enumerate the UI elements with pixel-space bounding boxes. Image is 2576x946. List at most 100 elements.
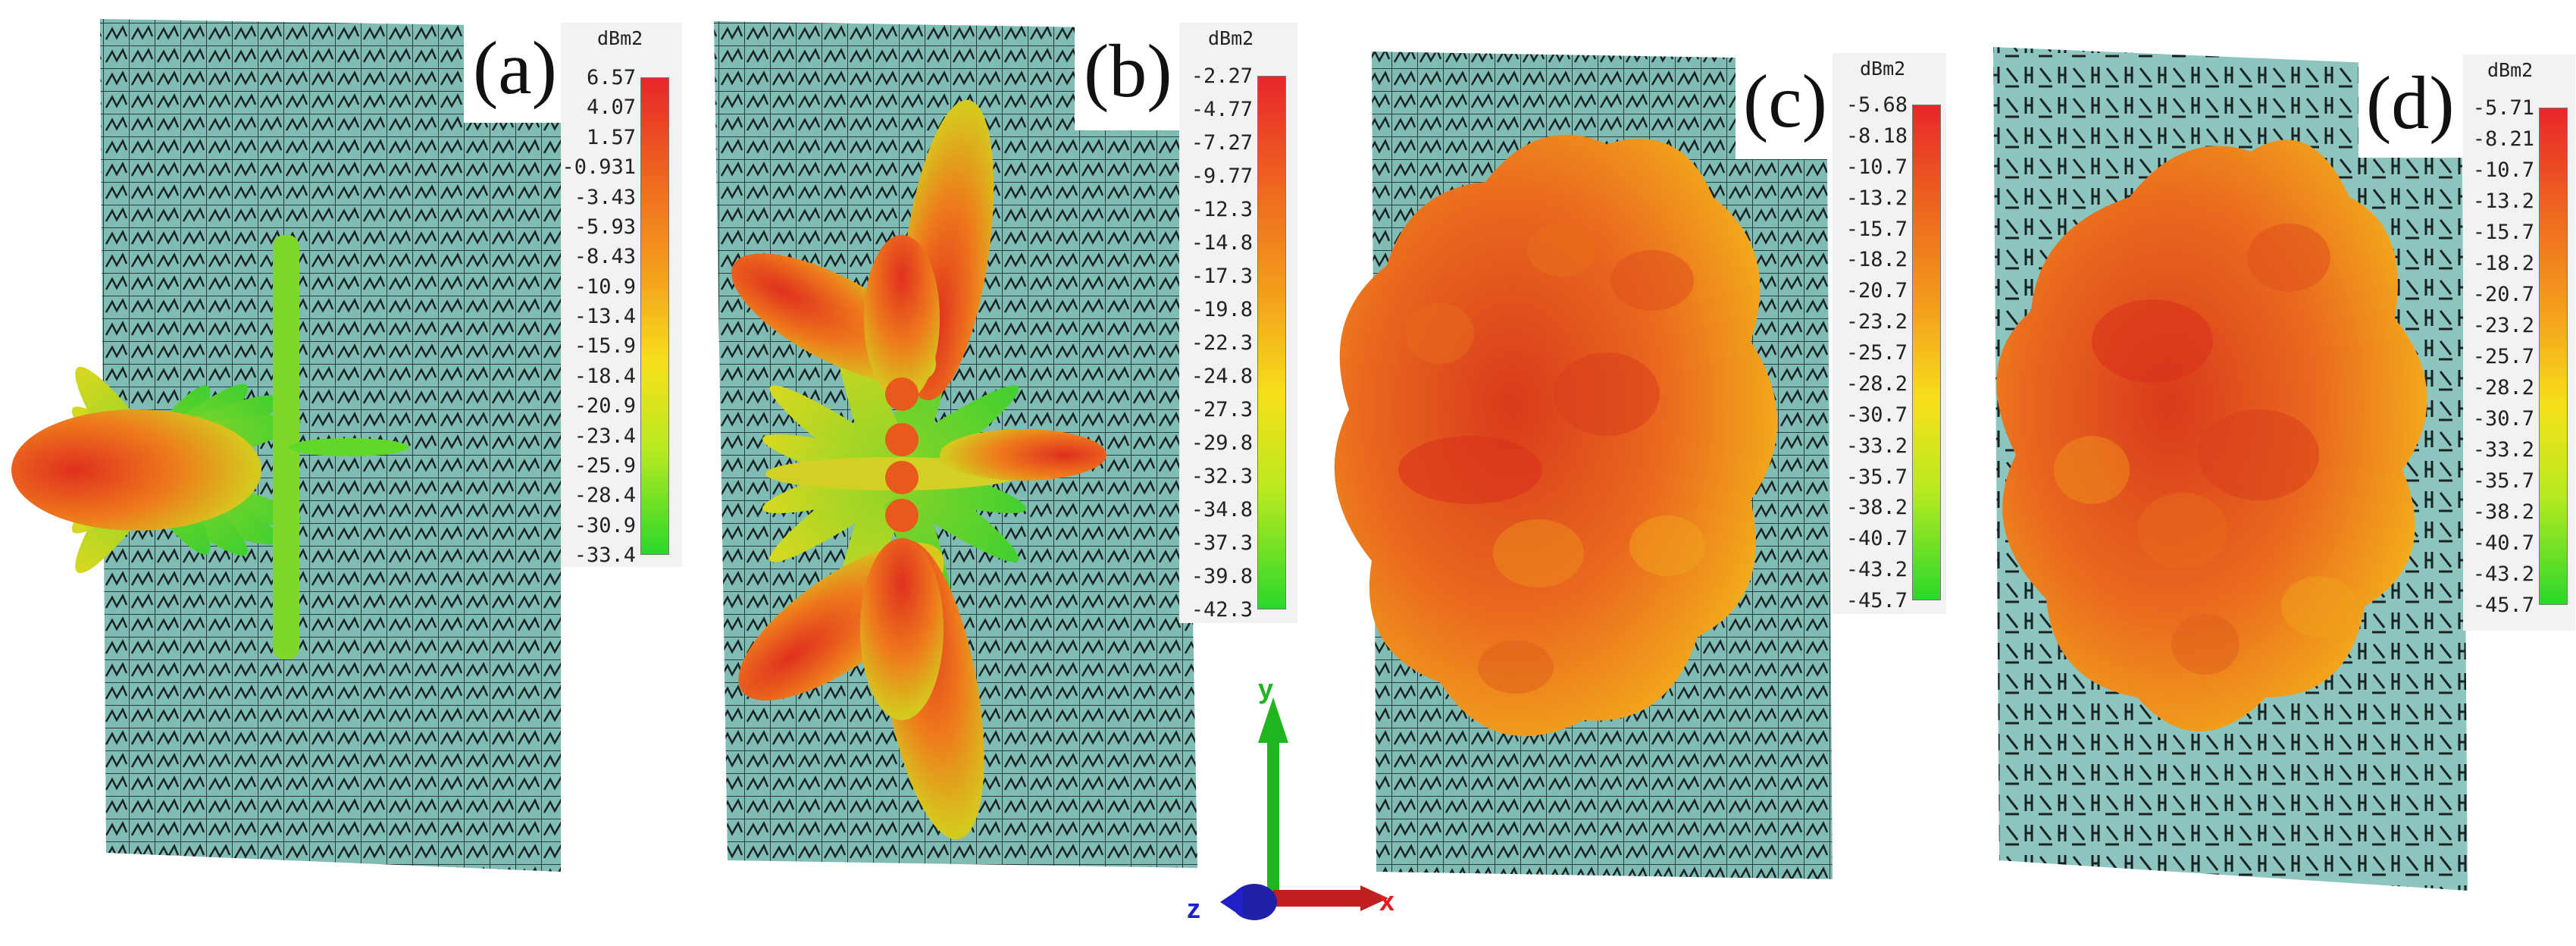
colorbar-tick-label: -9.77 bbox=[1191, 164, 1253, 188]
panel-c-scatter-surface bbox=[1334, 52, 1833, 879]
colorbar-tick-label: -39.8 bbox=[1191, 565, 1253, 588]
colorbar-tick-label: -3.43 bbox=[574, 185, 636, 209]
colorbar-tick-label: -18.2 bbox=[1845, 248, 1908, 272]
panel-d-scatter-surface bbox=[1993, 47, 2468, 891]
panel-b-scatter-surface bbox=[714, 21, 1197, 868]
colorbar-tick-label: -33.2 bbox=[1845, 434, 1908, 458]
colorbar-tick-label: -33.2 bbox=[2472, 438, 2534, 462]
panel-b-label: (b) bbox=[1084, 29, 1172, 113]
colorbar-tick-label: -13.2 bbox=[1845, 186, 1908, 210]
colorbar-tick-label: -24.8 bbox=[1191, 365, 1253, 388]
panel-b-label-box: (b) bbox=[1075, 17, 1179, 130]
panel-b-colorbar: dBm2 -2.27 -4.77 -7.27 -9.77 -12.3 -14.8 -17.3… bbox=[1179, 23, 1297, 623]
panel-a-colorbar: dBm2 6.57 4.07 1.57 -0.931 -3.43 -5.93 -8.43 -1… bbox=[561, 23, 682, 567]
colorbar-tick-label: -43.2 bbox=[2472, 562, 2534, 586]
colorbar-tick-label: -19.8 bbox=[1191, 298, 1253, 321]
colorbar-tick-label: -15.7 bbox=[2472, 221, 2534, 244]
colorbar-tick-label: -35.7 bbox=[1845, 465, 1908, 489]
colorbar-tick-label: -20.7 bbox=[1845, 279, 1908, 303]
panel-d-colorbar-gradient bbox=[2539, 108, 2568, 605]
x-axis-arrowhead bbox=[1360, 885, 1388, 911]
colorbar-tick-label: -15.9 bbox=[574, 334, 636, 359]
colorbar-tick-label: -35.7 bbox=[2472, 469, 2534, 493]
colorbar-tick-label: -5.71 bbox=[2472, 96, 2534, 120]
panel-c-label-box: (c) bbox=[1736, 47, 1834, 159]
colorbar-tick-label: 6.57 bbox=[586, 66, 636, 89]
colorbar-tick-label: -2.27 bbox=[1191, 64, 1253, 88]
z-axis-arrowhead bbox=[1220, 887, 1243, 917]
colorbar-tick-label: -40.7 bbox=[1845, 527, 1908, 551]
colorbar-tick-label: -4.77 bbox=[1191, 98, 1253, 121]
colorbar-tick-label: -43.2 bbox=[1845, 558, 1908, 582]
colorbar-tick-label: 4.07 bbox=[586, 96, 636, 120]
panel-d-blob-lumps bbox=[2054, 224, 2357, 675]
colorbar-tick-label: -34.8 bbox=[1191, 498, 1253, 522]
colorbar-tick-label: -42.3 bbox=[1191, 598, 1253, 622]
colorbar-tick-label: -33.4 bbox=[574, 543, 636, 567]
colorbar-tick-label: -30.9 bbox=[574, 513, 636, 537]
colorbar-tick-label: -14.8 bbox=[1191, 231, 1253, 255]
colorbar-tick-label: -0.931 bbox=[562, 155, 636, 180]
panel-a-main-lobe bbox=[11, 409, 261, 531]
panel-d-colorbar-unit: dBm2 bbox=[2487, 59, 2534, 81]
colorbar-tick-label: -23.2 bbox=[2472, 314, 2534, 337]
colorbar-tick-label: -20.7 bbox=[2472, 283, 2534, 306]
colorbar-tick-label: -32.3 bbox=[1191, 465, 1253, 488]
panel-c-colorbar: dBm2 -5.68 -8.18 -10.7 -13.2 -15.7 -18.2 -20.7… bbox=[1833, 53, 1946, 614]
colorbar-tick-label: -15.7 bbox=[1845, 217, 1908, 241]
colorbar-tick-label: -28.2 bbox=[2472, 376, 2534, 399]
colorbar-tick-label: -5.93 bbox=[574, 215, 636, 239]
panel-c-colorbar-gradient bbox=[1912, 105, 1941, 600]
colorbar-tick-label: -25.7 bbox=[1845, 341, 1908, 365]
panel-a-colorbar-gradient bbox=[640, 77, 669, 555]
panel-b-lobes bbox=[731, 99, 1106, 840]
panel-a-colorbar-unit: dBm2 bbox=[597, 27, 643, 49]
colorbar-tick-label: -8.21 bbox=[2472, 127, 2534, 151]
panel-d-label: (d) bbox=[2366, 61, 2455, 145]
colorbar-tick-label: -38.2 bbox=[2472, 500, 2534, 524]
colorbar-tick-label: -27.3 bbox=[1191, 398, 1253, 421]
colorbar-tick-label: -45.7 bbox=[2472, 594, 2534, 617]
colorbar-tick-label: -10.7 bbox=[2472, 158, 2534, 182]
colorbar-tick-label: -23.4 bbox=[574, 424, 636, 448]
colorbar-tick-label: -12.3 bbox=[1191, 198, 1253, 221]
panel-a-label: (a) bbox=[473, 26, 557, 110]
colorbar-tick-label: -30.7 bbox=[2472, 407, 2534, 431]
panel-c-label: (c) bbox=[1743, 59, 1827, 143]
colorbar-tick-label: -37.3 bbox=[1191, 531, 1253, 555]
colorbar-tick-label: -30.7 bbox=[1845, 403, 1908, 427]
colorbar-tick-label: -13.4 bbox=[574, 305, 636, 328]
panel-d-label-box: (d) bbox=[2358, 50, 2463, 158]
colorbar-tick-label: -10.9 bbox=[574, 274, 636, 299]
y-axis-arrowhead bbox=[1258, 697, 1288, 743]
colorbar-tick-label: 1.57 bbox=[586, 125, 636, 149]
colorbar-tick-label: -29.8 bbox=[1191, 431, 1253, 455]
colorbar-tick-label: -5.68 bbox=[1845, 93, 1908, 117]
colorbar-tick-label: -45.7 bbox=[1845, 589, 1908, 612]
axes-triad bbox=[1220, 697, 1388, 920]
colorbar-tick-label: -23.2 bbox=[1845, 310, 1908, 334]
z-axis-label: z bbox=[1187, 893, 1200, 924]
colorbar-tick-label: -8.43 bbox=[574, 245, 636, 269]
panel-d-colorbar: dBm2 -5.71 -8.21 -10.7 -13.2 -15.7 -18.2 -20.7… bbox=[2463, 55, 2575, 631]
colorbar-tick-label: -28.2 bbox=[1845, 371, 1908, 396]
panel-a-scatter-surface bbox=[11, 19, 561, 872]
panel-a-label-box: (a) bbox=[464, 17, 562, 123]
x-axis-label: x bbox=[1379, 885, 1395, 916]
colorbar-tick-label: -25.9 bbox=[574, 453, 636, 478]
colorbar-tick-label: -8.18 bbox=[1845, 124, 1908, 148]
colorbar-tick-label: -20.9 bbox=[574, 394, 636, 418]
colorbar-tick-label: -10.7 bbox=[1845, 155, 1908, 179]
panel-c-blob-lumps bbox=[1398, 224, 1705, 694]
panel-c-colorbar-unit: dBm2 bbox=[1860, 58, 1906, 80]
panel-b-colorbar-unit: dBm2 bbox=[1208, 27, 1254, 49]
colorbar-tick-label: -17.3 bbox=[1191, 265, 1253, 288]
colorbar-tick-label: -25.7 bbox=[2472, 345, 2534, 368]
colorbar-tick-label: -40.7 bbox=[2472, 531, 2534, 555]
colorbar-tick-label: -18.2 bbox=[2472, 252, 2534, 275]
colorbar-tick-label: -22.3 bbox=[1191, 331, 1253, 355]
y-axis-label: y bbox=[1258, 673, 1274, 704]
panel-b-colorbar-gradient bbox=[1257, 76, 1286, 609]
colorbar-tick-label: -7.27 bbox=[1191, 131, 1253, 155]
colorbar-tick-label: -13.2 bbox=[2472, 190, 2534, 213]
